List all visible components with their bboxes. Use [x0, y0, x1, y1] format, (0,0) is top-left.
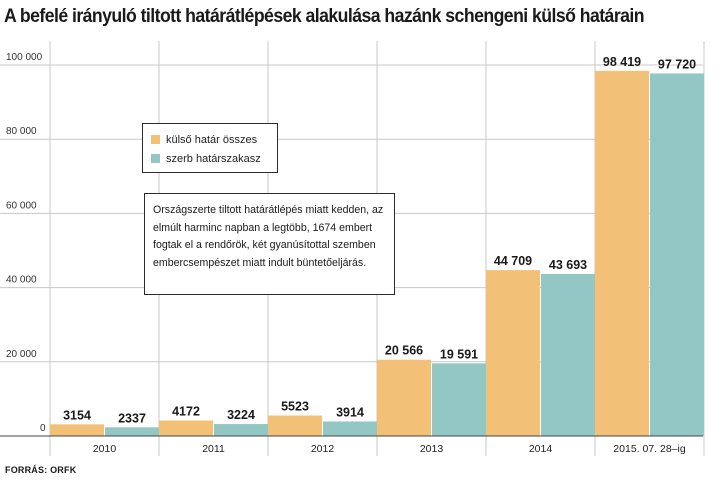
legend-label-kulso: külső határ összes: [166, 133, 258, 146]
x-tick-label: 2013: [420, 443, 444, 455]
value-label: 5523: [281, 400, 309, 414]
value-label: 20 566: [385, 344, 423, 358]
bar-szerb-5: [650, 73, 704, 436]
value-label: 3224: [227, 408, 255, 422]
value-label: 4172: [172, 405, 200, 419]
x-tick-label: 2011: [202, 443, 225, 455]
bars: [50, 70, 704, 436]
y-tick-label: 0: [40, 423, 46, 434]
legend-swatch-szerb: [151, 154, 160, 163]
y-tick-label: 80 000: [6, 126, 37, 137]
value-label: 2337: [118, 411, 146, 425]
bar-kulso-1: [159, 420, 213, 436]
y-tick-label: 20 000: [6, 349, 37, 360]
annotation-box: Országszerte tiltott határátlépés miatt …: [144, 193, 395, 295]
bar-szerb-4: [541, 273, 595, 436]
bar-kulso-4: [486, 270, 540, 436]
bar-szerb-3: [432, 363, 486, 436]
value-labels: 3154 2337 4172 3224 5523 3914 20 566 19 591 44 7…: [63, 55, 696, 425]
bar-szerb-0: [105, 427, 159, 436]
value-label: 97 720: [658, 57, 696, 71]
x-tick-label: 2012: [311, 443, 335, 455]
bar-szerb-2: [323, 421, 377, 436]
bar-kulso-5: [595, 70, 649, 436]
value-label: 98 419: [603, 55, 641, 69]
value-label: 43 693: [549, 258, 587, 272]
bar-szerb-1: [214, 424, 268, 436]
chart-title: A befelé irányuló tiltott határátlépések…: [4, 6, 645, 27]
bar-kulso-3: [377, 359, 431, 436]
axes: 0 20 000 40 000 60 000 80 000 100 000 2010 2011…: [0, 52, 703, 455]
legend-swatch-kulso: [151, 135, 160, 144]
source-note: FORRÁS: ORFK: [5, 465, 77, 475]
legend-label-szerb: szerb határszakasz: [166, 152, 261, 165]
x-tick-label: 2014: [529, 443, 553, 455]
bar-kulso-0: [50, 424, 104, 436]
legend: külső határ összes szerb határszakasz: [142, 123, 278, 173]
y-tick-label: 100 000: [6, 52, 43, 63]
legend-item-szerb: szerb határszakasz: [151, 149, 269, 168]
value-label: 3914: [336, 405, 364, 419]
bar-kulso-2: [268, 415, 322, 436]
y-tick-label: 60 000: [6, 200, 37, 211]
value-label: 19 591: [440, 347, 478, 361]
x-tick-label: 2015. 07. 28–ig: [613, 443, 686, 455]
legend-item-kulso: külső határ összes: [151, 130, 269, 149]
value-label: 44 709: [494, 254, 532, 268]
value-label: 3154: [63, 408, 91, 422]
y-tick-label: 40 000: [6, 275, 37, 286]
x-tick-label: 2010: [93, 443, 117, 455]
